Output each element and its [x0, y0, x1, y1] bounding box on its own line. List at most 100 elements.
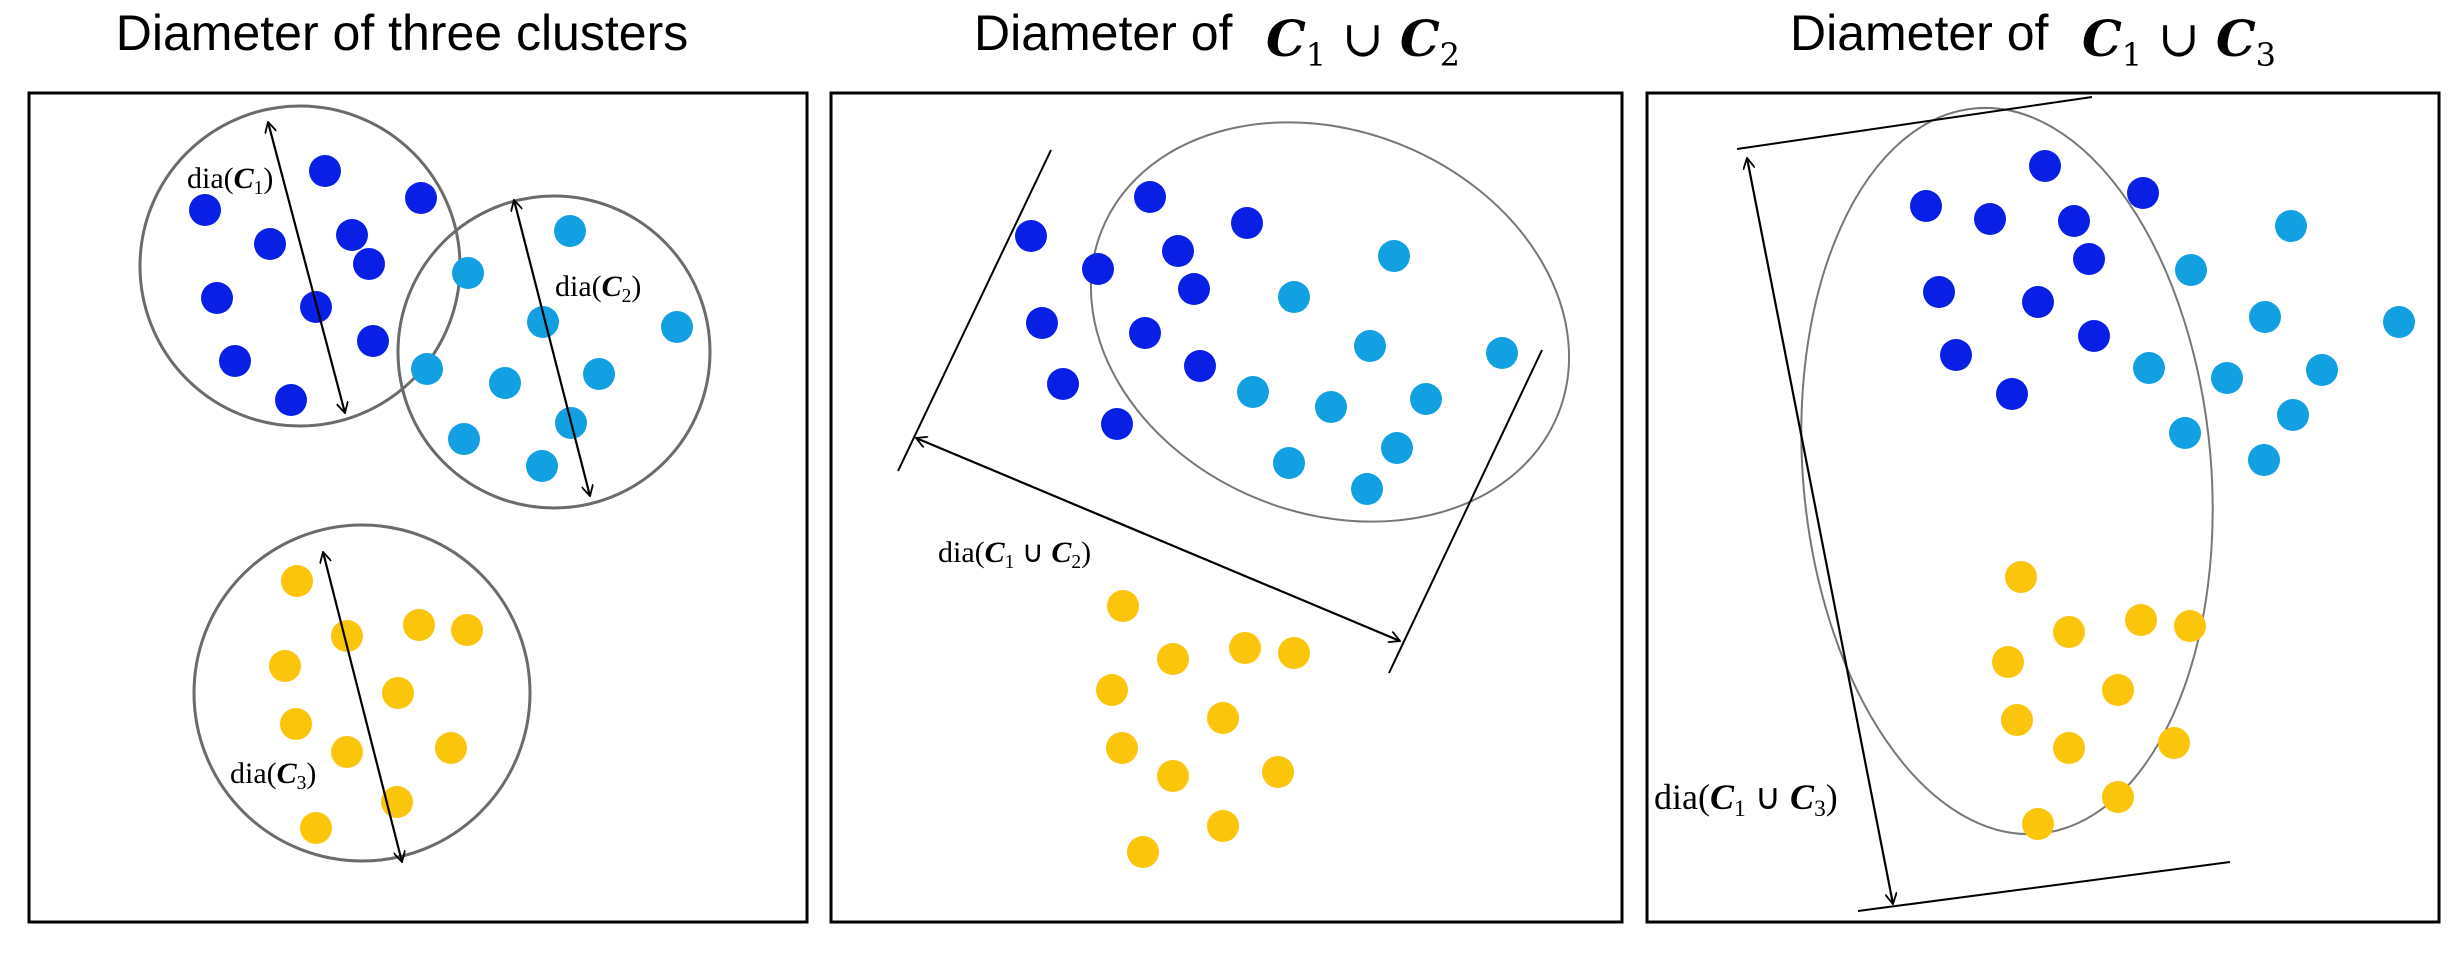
c2-point [554, 215, 586, 247]
c3-point [1207, 810, 1239, 842]
c1-point [1129, 317, 1161, 349]
c2-point [452, 257, 484, 289]
c3-point [403, 609, 435, 641]
c3-point [1207, 702, 1239, 734]
c2-point [448, 423, 480, 455]
c3-point [1262, 756, 1294, 788]
c1-point [336, 219, 368, 251]
c3-point [1157, 760, 1189, 792]
c1-point [1231, 207, 1263, 239]
c2-point [1378, 240, 1410, 272]
c3-point [1229, 632, 1261, 664]
c1-point [1082, 253, 1114, 285]
panel2-cluster1-points [1015, 181, 1263, 440]
panel-three-clusters: Diameter of three clusters dia(C1) dia(C… [27, 5, 809, 924]
c1-point [275, 384, 307, 416]
c2-point [2248, 444, 2280, 476]
c1-point [189, 194, 221, 226]
c3-point [331, 736, 363, 768]
c1-point [2029, 150, 2061, 182]
c2-point [2277, 399, 2309, 431]
c1-point [1178, 273, 1210, 305]
c1-point [1184, 350, 1216, 382]
c1-point [1974, 203, 2006, 235]
c2-point [1237, 376, 1269, 408]
union-c1-c3-arrow [1747, 158, 1893, 904]
c3-point [1096, 674, 1128, 706]
c3-point [435, 732, 467, 764]
c3-point [2102, 674, 2134, 706]
c1-point [2022, 286, 2054, 318]
c3-point [2125, 604, 2157, 636]
c1-point [1940, 339, 1972, 371]
c2-point [489, 367, 521, 399]
c1-point [1026, 307, 1058, 339]
c3-point [2174, 610, 2206, 642]
c1-point [2058, 205, 2090, 237]
c3-point [300, 812, 332, 844]
c1-point [357, 325, 389, 357]
c1-point [1996, 378, 2028, 410]
panel1-frame [27, 91, 809, 924]
c2-point [1381, 432, 1413, 464]
panel2-cluster3-points [1096, 590, 1310, 868]
c3-point [1278, 637, 1310, 669]
c1-point [1015, 220, 1047, 252]
c3-point [280, 708, 312, 740]
diameter-c2-arrow [514, 200, 590, 496]
c2-point [1351, 473, 1383, 505]
panel2-title: Diameter of C1 ∪ C2 [974, 5, 1460, 74]
c3-point [281, 565, 313, 597]
union-c1-c3-guide-bottom [1857, 861, 2231, 912]
c3-point [1992, 646, 2024, 678]
svg-text:dia(C1 ∪ C3): dia(C1 ∪ C3) [1654, 777, 1838, 822]
c3-point [269, 650, 301, 682]
panel3-title-text: Diameter of [1790, 5, 2049, 61]
c2-point [2133, 352, 2165, 384]
c2-point [2383, 306, 2415, 338]
c3-point [2005, 561, 2037, 593]
union-c1-c2-guide-left [897, 149, 1052, 472]
label-dia-c2: dia(C2) [555, 270, 641, 307]
c1-point [1910, 190, 1942, 222]
c3-point [1127, 836, 1159, 868]
c1-point [2127, 177, 2159, 209]
diameter-c3-arrow [323, 552, 402, 862]
c1-point [1134, 181, 1166, 213]
c1-point [1047, 368, 1079, 400]
c2-point [2175, 254, 2207, 286]
c3-point [2158, 727, 2190, 759]
c2-point [583, 358, 615, 390]
c1-point [2078, 320, 2110, 352]
label-dia-c1-union-c3: dia(C1 ∪ C3) [1654, 777, 1838, 822]
c3-point [1157, 643, 1189, 675]
c2-point [411, 353, 443, 385]
c2-point [2275, 210, 2307, 242]
svg-text:dia(C2): dia(C2) [555, 270, 641, 307]
union-c1-c2-arrow [916, 438, 1400, 641]
svg-text:dia(C1): dia(C1) [187, 162, 273, 199]
c2-point [1278, 281, 1310, 313]
c2-point [2169, 417, 2201, 449]
c1-point [201, 282, 233, 314]
c3-point [2102, 781, 2134, 813]
panel3-cluster2-points [2133, 210, 2415, 476]
c1-point [1101, 408, 1133, 440]
c2-point [1315, 391, 1347, 423]
c1-point [219, 345, 251, 377]
c3-point [2022, 808, 2054, 840]
c3-point [2053, 616, 2085, 648]
c1-point [353, 248, 385, 280]
panel-union-c1-c2: Diameter of C1 ∪ C2 dia(C1 ∪ C2) [829, 5, 1624, 924]
c3-point [2053, 732, 2085, 764]
c2-point [2211, 362, 2243, 394]
c1-point [1162, 235, 1194, 267]
cluster-c2-outline [396, 194, 712, 510]
panel2-frame [829, 91, 1624, 924]
svg-text:dia(C1 ∪ C2): dia(C1 ∪ C2) [938, 536, 1091, 573]
c2-point [1354, 330, 1386, 362]
panel3-title-math: C1 ∪ C3 [2082, 9, 2276, 74]
c2-point [526, 450, 558, 482]
panel2-title-math: C1 ∪ C2 [1266, 9, 1460, 74]
